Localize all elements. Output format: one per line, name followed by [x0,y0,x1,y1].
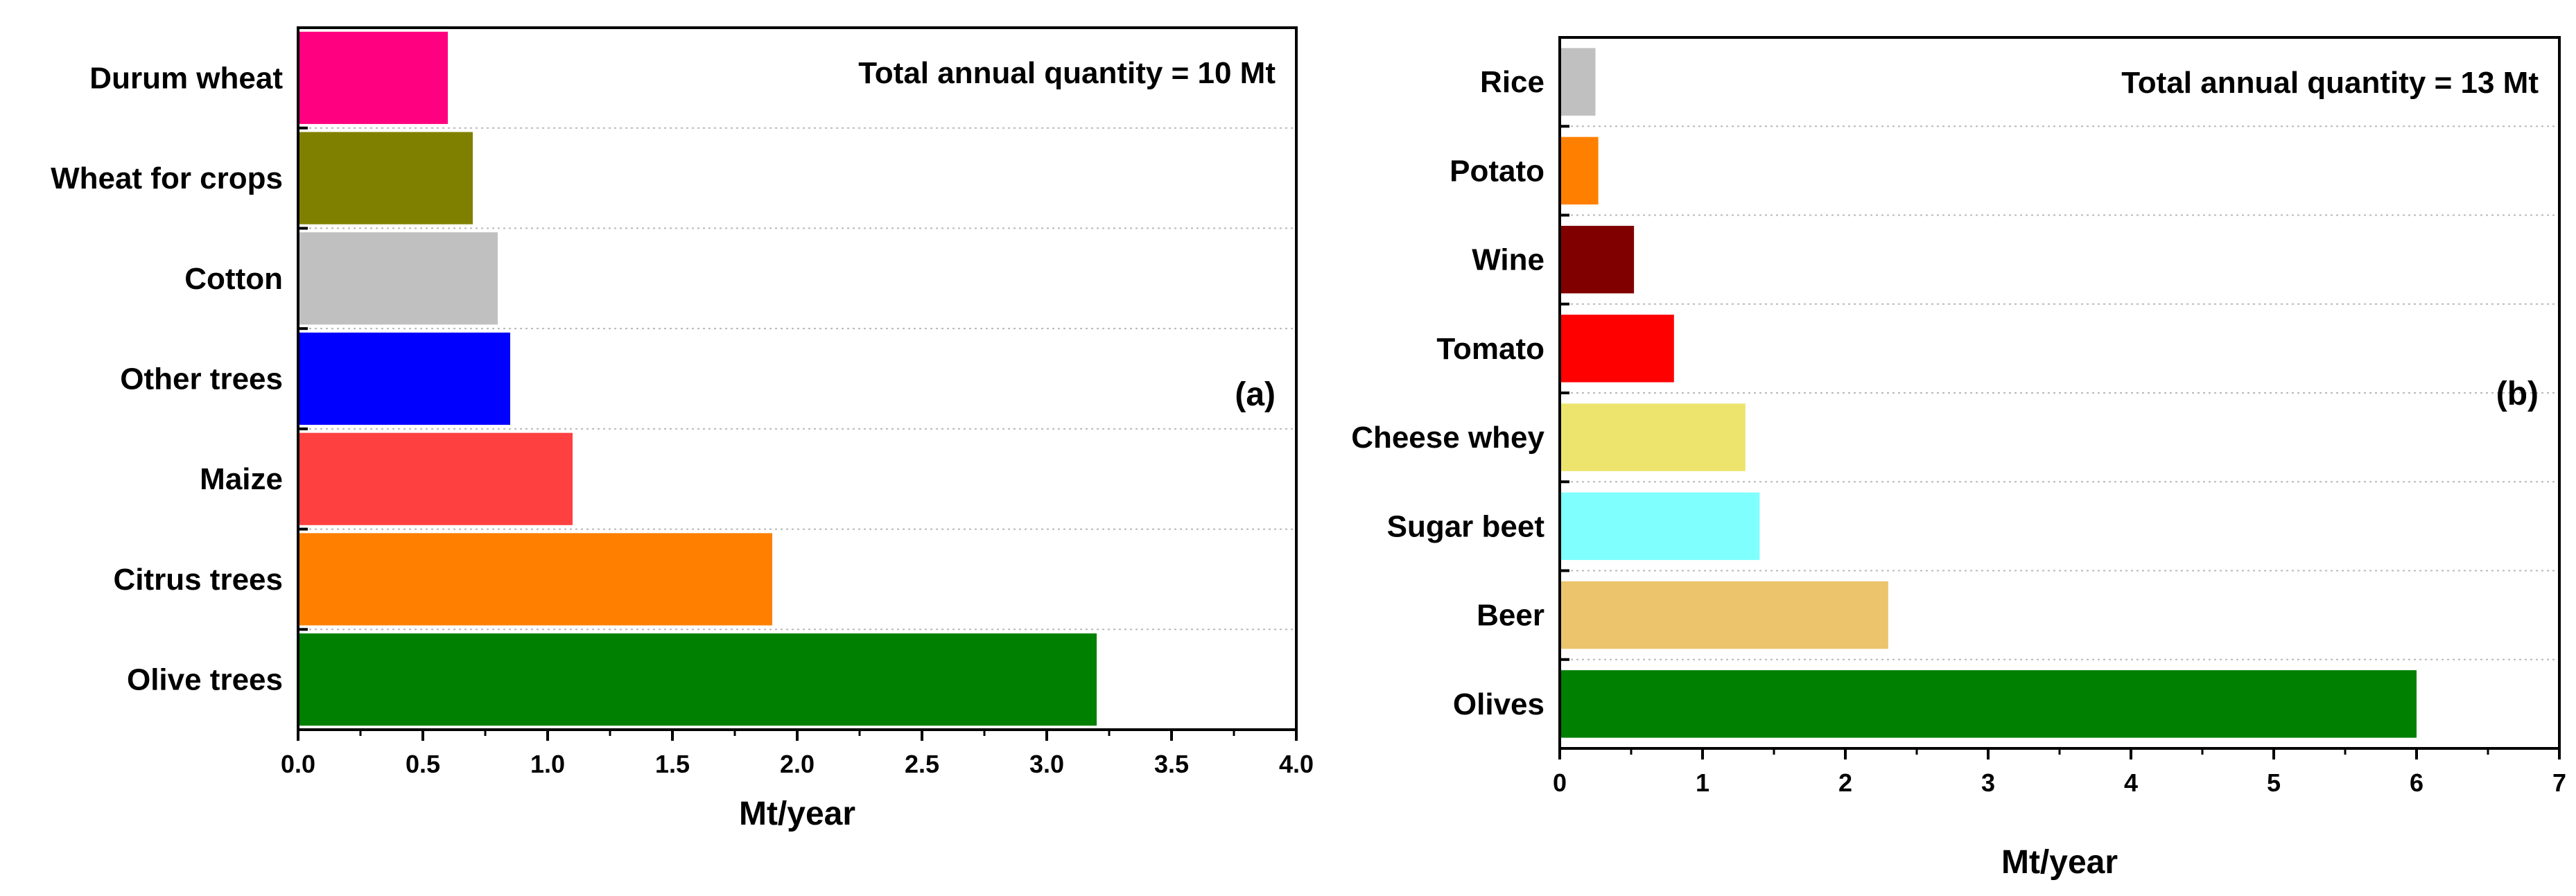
annotation-total: Total annual quantity = 13 Mt [2121,66,2539,100]
x-axis-title: Mt/year [2001,844,2118,881]
grid-lines [298,127,1296,631]
category-label: Sugar beet [1387,509,1545,543]
y-axis-ticks [298,126,308,631]
bar-potato [1561,137,1599,205]
category-label: Wine [1472,243,1544,277]
bars [299,31,1097,726]
category-label: Tomato [1436,332,1544,366]
category-label: Beer [1477,599,1544,633]
chart-panel-a: 0.0 0.5 1.0 1.5 2.0 2.5 3.0 3.5 4.0 Durum wheat W… [51,26,1314,832]
x-tick-label: 4.0 [1279,750,1314,778]
x-tick-label: 2.5 [905,750,939,778]
x-axis-ticks: 0 1 2 3 4 5 6 7 [1553,748,2566,797]
x-tick-label: 5 [2267,768,2281,797]
x-tick-label: 4 [2124,768,2138,797]
x-tick-label: 1.5 [655,750,690,778]
category-label: Olives [1453,687,1544,721]
x-tick-label: 0.5 [406,750,440,778]
x-axis-ticks: 0.0 0.5 1.0 1.5 2.0 2.5 3.0 3.5 4.0 [281,730,1314,778]
bar-other-trees [299,332,510,425]
chart-panel-b: 0 1 2 3 4 5 6 7 Rice Potato Wine Tomato Cheese whey… [1351,36,2566,881]
category-label: Cotton [184,262,283,296]
bar-wine [1561,225,1635,294]
x-tick-label: 1 [1696,768,1709,797]
category-label: Potato [1450,154,1544,188]
bar-beer [1561,581,1888,649]
grid-lines [1560,125,2559,660]
category-labels: Rice Potato Wine Tomato Cheese whey Sugar bee… [1351,65,1544,721]
category-label: Cheese whey [1351,421,1544,455]
bar-cotton [299,232,498,325]
bar-citrus-trees [299,533,772,626]
annotation-total: Total annual quantity = 10 Mt [858,56,1276,90]
panel-tag: (a) [1235,376,1276,413]
bar-olives [1561,670,2417,738]
x-tick-label: 2.0 [780,750,815,778]
x-tick-label: 3.5 [1154,750,1189,778]
x-tick-label: 0 [1553,768,1567,797]
bars [1561,48,2417,738]
category-label: Citrus trees [113,563,283,597]
bar-tomato [1561,315,1674,383]
category-label: Wheat for crops [51,161,283,195]
category-labels: Durum wheat Wheat for crops Cotton Other tr… [51,61,283,696]
y-axis-ticks [1560,125,1569,661]
bar-wheat-for-crops [299,132,473,225]
category-label: Maize [200,462,283,496]
x-tick-label: 2 [1838,768,1852,797]
category-label: Durum wheat [89,61,283,95]
category-label: Rice [1480,65,1544,99]
bar-olive-trees [299,633,1097,726]
x-tick-label: 1.0 [530,750,565,778]
x-axis-title: Mt/year [739,796,855,832]
bar-durum-wheat [299,31,448,124]
category-label: Olive trees [127,663,283,697]
x-tick-label: 0.0 [281,750,315,778]
x-tick-label: 6 [2410,768,2423,797]
bar-cheese-whey [1561,403,1746,471]
category-label: Other trees [120,362,283,396]
panel-tag: (b) [2496,376,2539,412]
x-tick-label: 3.0 [1029,750,1064,778]
x-tick-label: 7 [2552,768,2566,797]
x-tick-label: 3 [1981,768,1995,797]
bar-sugar-beet [1561,492,1760,561]
bar-maize [299,432,573,525]
bar-rice [1561,48,1596,116]
